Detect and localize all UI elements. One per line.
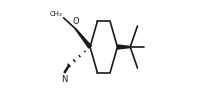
Text: O: O xyxy=(72,17,79,26)
Text: N: N xyxy=(61,75,68,84)
Polygon shape xyxy=(117,45,130,49)
Text: CH₃: CH₃ xyxy=(50,11,63,17)
Polygon shape xyxy=(75,29,91,48)
